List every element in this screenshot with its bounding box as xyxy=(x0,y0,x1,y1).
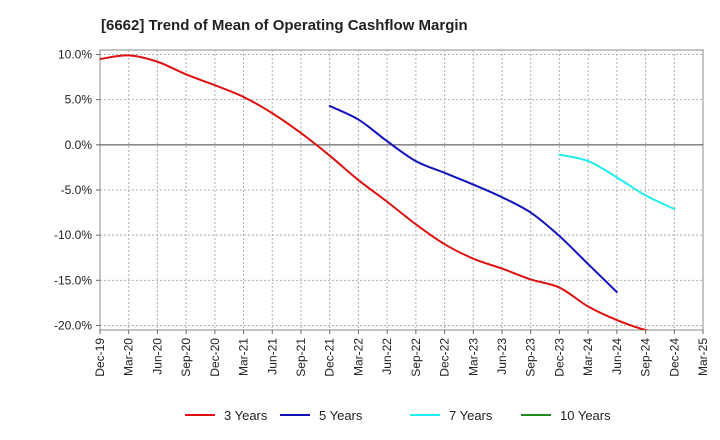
y-tick-label: 10.0% xyxy=(58,48,92,62)
legend-label: 7 Years xyxy=(449,408,493,423)
y-tick-label: 0.0% xyxy=(65,138,93,152)
chart-title: [6662] Trend of Mean of Operating Cashfl… xyxy=(101,17,468,34)
x-axis: Dec-19 Mar-20 Jun-20 Sep-20 Dec-20 Mar-21 Jun-… xyxy=(93,330,710,377)
x-tick-label: Jun-24 xyxy=(610,338,624,375)
series-line-5-years xyxy=(328,105,618,294)
legend-label: 3 Years xyxy=(224,408,268,423)
legend-label: 5 Years xyxy=(319,408,363,423)
grid xyxy=(100,50,703,330)
x-tick-label: Sep-23 xyxy=(524,338,538,377)
y-tick-label: -20.0% xyxy=(54,318,92,332)
x-tick-label: Dec-20 xyxy=(208,338,222,377)
x-tick-label: Jun-22 xyxy=(380,338,394,375)
x-tick-label: Sep-21 xyxy=(294,338,308,377)
y-tick-label: -10.0% xyxy=(54,228,92,242)
x-tick-label: Jun-23 xyxy=(495,338,509,375)
legend-label: 10 Years xyxy=(560,408,611,423)
x-tick-label: Sep-24 xyxy=(639,338,653,377)
x-tick-label: Jun-21 xyxy=(265,338,279,375)
x-tick-label: Mar-25 xyxy=(696,338,710,376)
x-tick-label: Dec-23 xyxy=(552,338,566,377)
y-tick-label: 5.0% xyxy=(65,93,93,107)
series-line-3-years xyxy=(100,54,650,330)
x-tick-label: Sep-20 xyxy=(179,338,193,377)
x-tick-label: Mar-22 xyxy=(351,338,365,376)
y-axis: 10.0% 5.0% 0.0% -5.0% -10.0% -15.0% -20.0% xyxy=(54,48,100,332)
x-tick-label: Sep-22 xyxy=(409,338,423,377)
x-tick-label: Mar-20 xyxy=(122,338,136,376)
x-tick-label: Mar-24 xyxy=(581,338,595,376)
series-lines xyxy=(100,54,676,330)
y-tick-label: -15.0% xyxy=(54,273,92,287)
x-tick-label: Jun-20 xyxy=(150,338,164,375)
series-line-7-years xyxy=(558,153,676,210)
x-tick-label: Mar-23 xyxy=(466,338,480,376)
x-tick-label: Dec-22 xyxy=(438,338,452,377)
y-tick-label: -5.0% xyxy=(61,183,93,197)
x-tick-label: Dec-21 xyxy=(323,338,337,377)
x-tick-label: Mar-21 xyxy=(237,338,251,376)
legend: 3 Years 5 Years 7 Years 10 Years xyxy=(185,408,611,423)
x-tick-label: Dec-19 xyxy=(93,338,107,377)
x-tick-label: Dec-24 xyxy=(667,338,681,377)
